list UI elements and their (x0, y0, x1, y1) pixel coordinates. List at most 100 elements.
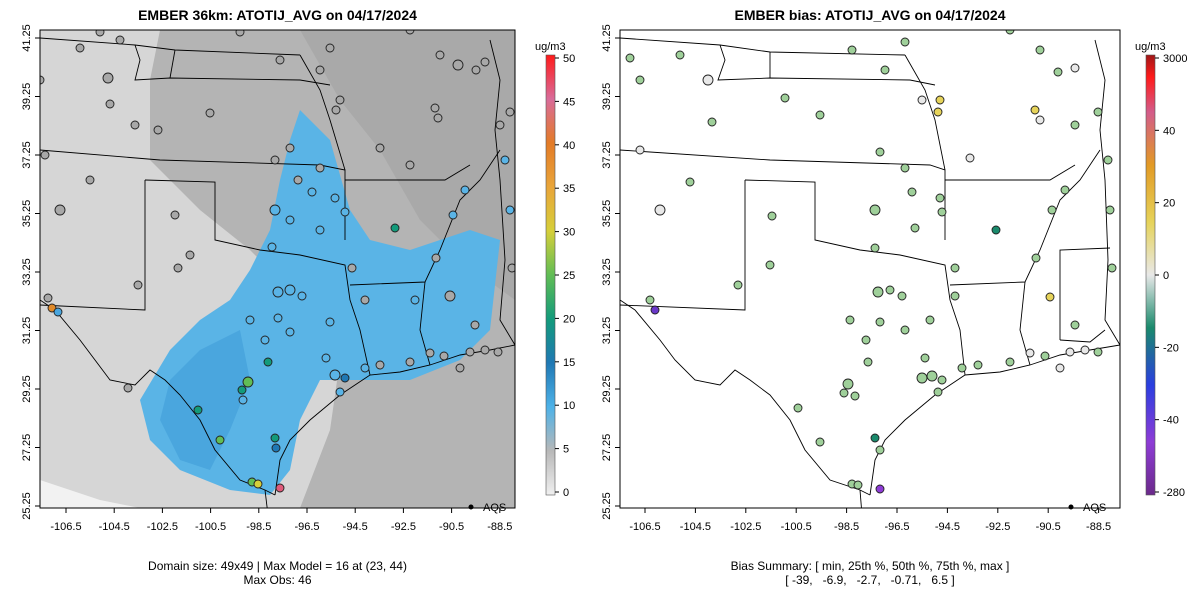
aqs-site-marker[interactable] (448, 210, 458, 220)
aqs-site-marker[interactable] (1070, 320, 1080, 330)
aqs-site-marker[interactable] (765, 260, 775, 270)
aqs-site-marker[interactable] (880, 65, 890, 75)
aqs-site-marker[interactable] (635, 75, 645, 85)
aqs-site-marker[interactable] (465, 347, 475, 357)
aqs-site-marker[interactable] (360, 363, 370, 373)
aqs-site-marker[interactable] (315, 225, 325, 235)
aqs-site-marker[interactable] (500, 155, 510, 165)
aqs-site-marker[interactable] (875, 317, 885, 327)
aqs-site-marker[interactable] (861, 335, 871, 345)
aqs-site-marker[interactable] (493, 347, 503, 357)
aqs-site-marker[interactable] (685, 177, 695, 187)
aqs-site-marker[interactable] (330, 193, 340, 203)
aqs-site-marker[interactable] (460, 185, 470, 195)
aqs-site-marker[interactable] (1025, 348, 1035, 358)
aqs-site-marker[interactable] (433, 113, 443, 123)
aqs-site-marker[interactable] (875, 484, 885, 494)
aqs-site-marker[interactable] (430, 103, 440, 113)
aqs-site-marker[interactable] (329, 369, 341, 381)
aqs-site-marker[interactable] (1005, 357, 1015, 367)
aqs-site-marker[interactable] (920, 353, 930, 363)
aqs-site-marker[interactable] (242, 376, 254, 388)
aqs-site-marker[interactable] (53, 307, 63, 317)
aqs-site-marker[interactable] (260, 335, 270, 345)
aqs-site-marker[interactable] (130, 120, 140, 130)
aqs-site-marker[interactable] (900, 37, 910, 47)
aqs-site-marker[interactable] (900, 325, 910, 335)
aqs-site-marker[interactable] (702, 74, 714, 86)
aqs-site-marker[interactable] (40, 150, 50, 160)
aqs-site-marker[interactable] (645, 295, 655, 305)
aqs-site-marker[interactable] (897, 291, 907, 301)
aqs-site-marker[interactable] (237, 385, 247, 395)
aqs-site-marker[interactable] (435, 50, 445, 60)
aqs-site-marker[interactable] (1035, 45, 1045, 55)
aqs-site-marker[interactable] (1065, 347, 1075, 357)
aqs-site-marker[interactable] (839, 388, 849, 398)
aqs-site-marker[interactable] (315, 163, 325, 173)
aqs-site-marker[interactable] (133, 280, 143, 290)
aqs-site-marker[interactable] (75, 43, 85, 53)
aqs-site-marker[interactable] (847, 45, 857, 55)
aqs-site-marker[interactable] (872, 286, 884, 298)
aqs-site-marker[interactable] (36, 75, 45, 85)
aqs-site-marker[interactable] (335, 95, 345, 105)
aqs-site-marker[interactable] (1031, 253, 1041, 263)
aqs-site-marker[interactable] (471, 65, 481, 75)
aqs-site-marker[interactable] (321, 353, 331, 363)
aqs-site-marker[interactable] (937, 375, 947, 385)
aqs-site-marker[interactable] (293, 175, 303, 185)
aqs-site-marker[interactable] (480, 345, 490, 355)
aqs-site-marker[interactable] (331, 105, 341, 115)
aqs-site-marker[interactable] (297, 291, 307, 301)
aqs-site-marker[interactable] (253, 479, 263, 489)
aqs-site-marker[interactable] (935, 95, 945, 105)
aqs-site-marker[interactable] (335, 387, 345, 397)
aqs-site-marker[interactable] (1070, 63, 1080, 73)
aqs-site-marker[interactable] (935, 193, 945, 203)
aqs-site-marker[interactable] (853, 480, 863, 490)
aqs-site-marker[interactable] (933, 107, 943, 117)
aqs-site-marker[interactable] (875, 147, 885, 157)
aqs-site-marker[interactable] (439, 351, 449, 361)
aqs-site-marker[interactable] (495, 120, 505, 130)
aqs-site-marker[interactable] (707, 117, 717, 127)
aqs-site-marker[interactable] (273, 313, 283, 323)
aqs-site-marker[interactable] (1053, 67, 1063, 77)
aqs-site-marker[interactable] (43, 293, 53, 303)
aqs-site-marker[interactable] (470, 320, 480, 330)
aqs-site-marker[interactable] (907, 187, 917, 197)
aqs-site-marker[interactable] (275, 55, 285, 65)
aqs-site-marker[interactable] (950, 291, 960, 301)
aqs-site-marker[interactable] (870, 433, 880, 443)
aqs-site-marker[interactable] (625, 53, 635, 63)
aqs-site-marker[interactable] (267, 242, 277, 252)
aqs-site-marker[interactable] (340, 373, 350, 383)
aqs-site-marker[interactable] (1035, 115, 1045, 125)
aqs-site-marker[interactable] (315, 65, 325, 75)
aqs-site-marker[interactable] (285, 327, 295, 337)
aqs-site-marker[interactable] (926, 370, 938, 382)
aqs-site-marker[interactable] (425, 348, 435, 358)
aqs-site-marker[interactable] (1030, 105, 1040, 115)
aqs-site-marker[interactable] (390, 223, 400, 233)
aqs-site-marker[interactable] (842, 378, 854, 390)
aqs-site-marker[interactable] (1103, 155, 1113, 165)
aqs-site-marker[interactable] (950, 263, 960, 273)
aqs-site-marker[interactable] (900, 163, 910, 173)
aqs-site-marker[interactable] (444, 290, 456, 302)
aqs-site-marker[interactable] (1080, 345, 1090, 355)
aqs-site-marker[interactable] (245, 315, 255, 325)
aqs-site-marker[interactable] (173, 263, 183, 273)
aqs-site-marker[interactable] (1060, 185, 1070, 195)
aqs-site-marker[interactable] (405, 160, 415, 170)
aqs-site-marker[interactable] (405, 357, 415, 367)
aqs-site-marker[interactable] (780, 93, 790, 103)
aqs-site-marker[interactable] (215, 435, 225, 445)
aqs-site-marker[interactable] (455, 363, 465, 373)
aqs-site-marker[interactable] (270, 433, 280, 443)
aqs-site-marker[interactable] (1047, 205, 1057, 215)
aqs-site-marker[interactable] (885, 285, 895, 295)
aqs-site-marker[interactable] (991, 225, 1001, 235)
aqs-site-marker[interactable] (910, 223, 920, 233)
